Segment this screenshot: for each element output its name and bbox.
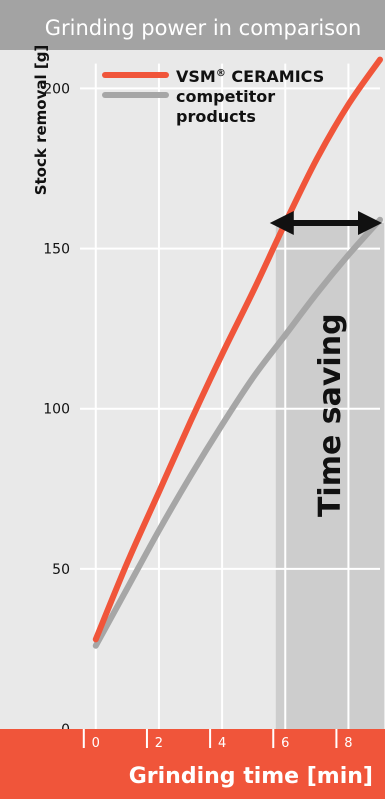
title-bar (0, 0, 385, 50)
x-tick-label-3: 6 (281, 736, 289, 751)
legend: VSM® CERAMICS competitor products (102, 67, 324, 126)
chart-title: Grinding power in comparison (45, 16, 362, 40)
y-tick-label-2: 100 (43, 402, 70, 418)
x-tick-label-2: 4 (218, 736, 226, 751)
time-saving-arrow (269, 210, 382, 235)
x-tick-label-4: 8 (344, 736, 352, 751)
series-line-1 (92, 216, 383, 649)
x-axis-ticks: 0 2 4 6 8 (82, 729, 353, 751)
x-axis-label: Grinding time [min] (129, 764, 373, 789)
y-axis-label: Stock removal [g] (32, 45, 50, 196)
x-tick-label-0: 0 (92, 736, 100, 751)
x-axis-band (0, 729, 385, 799)
time-saving-band (275, 222, 384, 730)
arrow-head-right (358, 210, 382, 235)
time-saving-label: Time saving (313, 313, 348, 517)
y-tick-label-3: 150 (43, 242, 70, 258)
arrow-head-left (269, 210, 294, 235)
x-tick-label-1: 2 (155, 736, 163, 751)
y-tick-label-1: 50 (52, 562, 70, 578)
legend-label-competitor: competitor products (176, 87, 275, 126)
data-series (92, 56, 383, 649)
series-line-0 (92, 56, 383, 643)
y-tick-label-4: 200 (43, 81, 70, 97)
legend-label-vsm: VSM® CERAMICS (176, 67, 324, 86)
